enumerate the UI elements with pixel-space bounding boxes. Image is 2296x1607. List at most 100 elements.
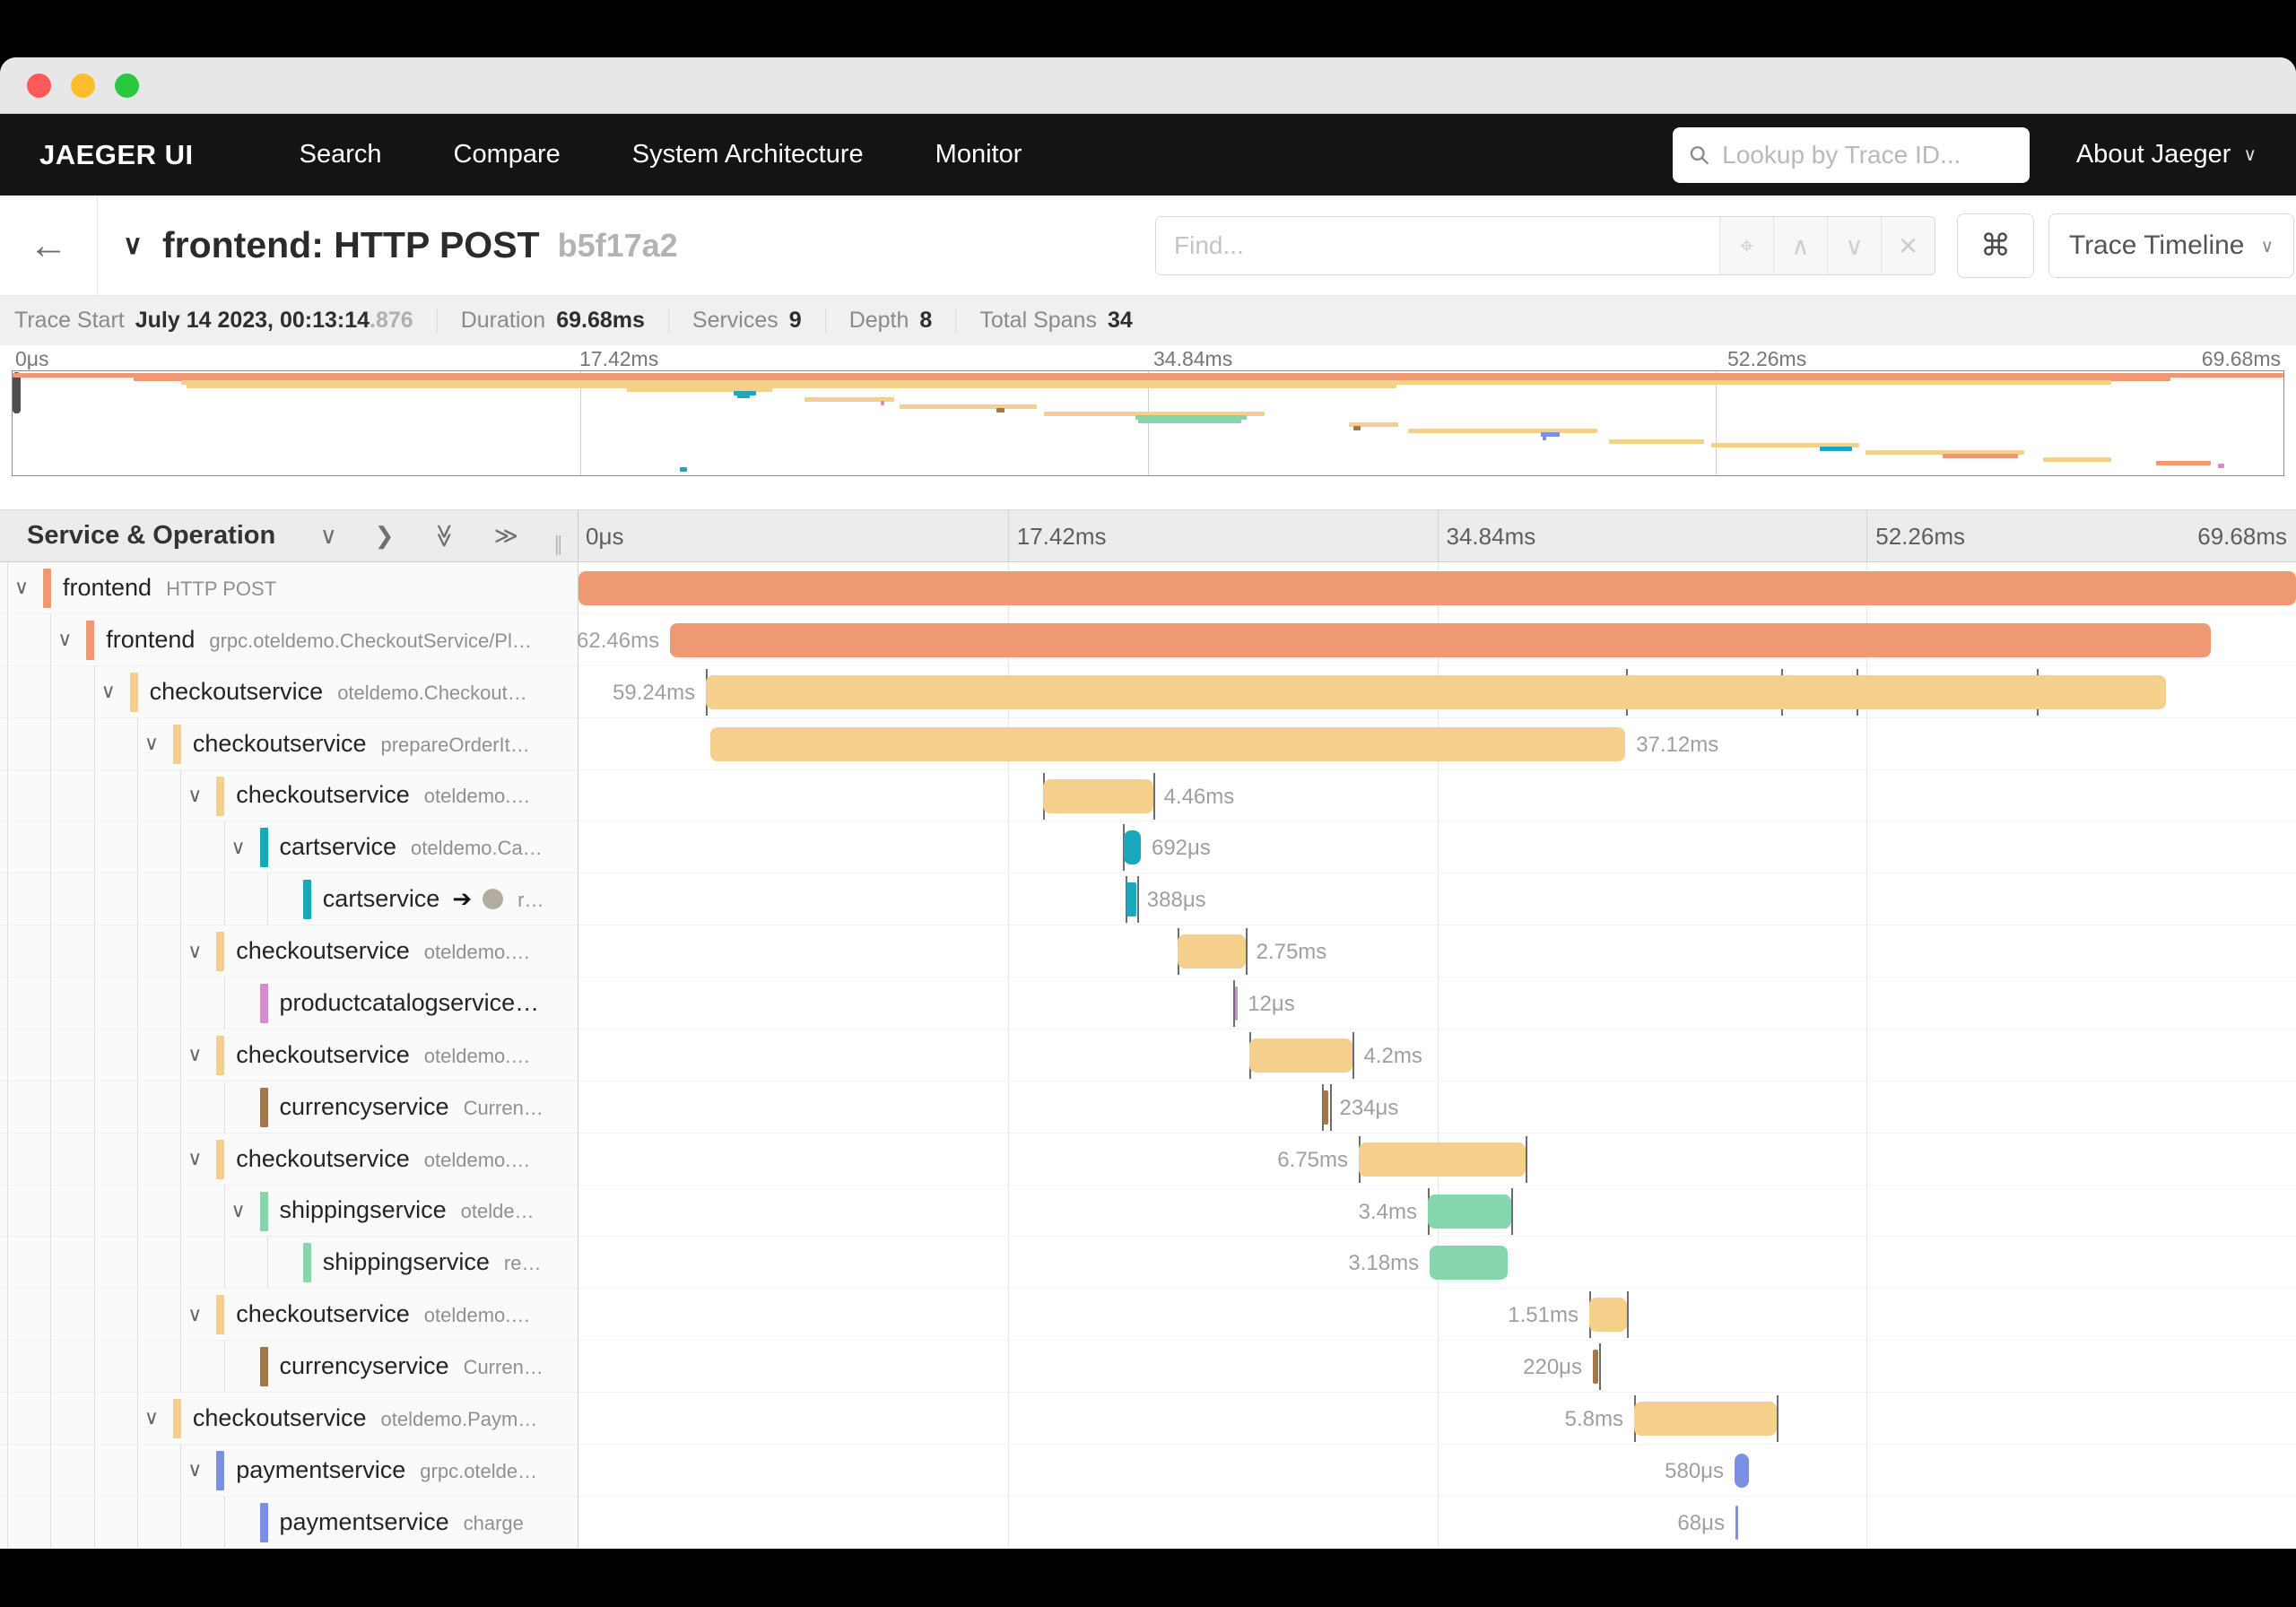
span-tree-item[interactable]: ∨ checkoutservice oteldemo.… [0,1029,578,1081]
jaeger-logo[interactable]: JAEGER UI [39,138,194,170]
span-bar[interactable] [1248,1038,1353,1073]
span-bar[interactable] [1592,1350,1599,1385]
span-timeline-cell: 6.75ms [578,1134,2296,1186]
collapse-children-chevron-icon[interactable]: ∨ [57,628,73,651]
nav-item-search[interactable]: Search [299,140,382,169]
collapse-children-chevron-icon[interactable]: ∨ [100,680,116,703]
timeline-tick-label: 0μs [586,523,624,550]
next-match-button[interactable]: ∨ [1827,217,1881,274]
collapse-children-chevron-icon[interactable]: ∨ [187,783,203,806]
span-tree-item[interactable]: ∨ checkoutservice oteldemo.… [0,1133,578,1186]
span-bar[interactable] [1124,830,1141,865]
span-tree-item[interactable]: ∨ shippingservice otelde… [0,1185,578,1238]
span-tree-item[interactable]: shippingservice re… [0,1237,578,1290]
span-timeline-cell: 59.24ms [578,666,2296,718]
collapse-children-chevron-icon[interactable]: ∨ [14,576,30,599]
expand-all-icon[interactable]: ≫ [493,522,518,549]
span-tree-item[interactable]: currencyservice Curren… [0,1341,578,1393]
span-tree-item[interactable]: ∨ checkoutservice oteldemo.… [0,1289,578,1342]
span-bar[interactable] [706,674,2166,709]
timeline-header-ruler: 0μs 17.42ms 34.84ms 52.26ms 69.68ms [578,510,2296,561]
minimap-gridline [1716,371,1717,475]
span-bar[interactable] [1177,934,1246,969]
span-bar[interactable] [670,622,2211,657]
span-timeline-cell: 220μs [578,1341,2296,1393]
minimap-tick-label: 17.42ms [579,347,659,370]
back-arrow-icon[interactable]: ← [29,222,68,267]
span-bar[interactable] [1234,986,1238,1021]
span-bar[interactable] [578,571,2296,605]
trace-view-selector[interactable]: Trace Timeline ∨ [2048,213,2294,278]
span-duration-label: 4.46ms [1163,784,1235,809]
expand-one-icon[interactable]: ❯ [374,522,395,549]
column-resize-handle[interactable]: ∥ [553,533,565,555]
span-bar[interactable] [1588,1298,1627,1333]
collapse-children-chevron-icon[interactable]: ∨ [187,1043,203,1066]
collapse-children-chevron-icon[interactable]: ∨ [144,732,159,755]
service-name: cartservice [322,885,440,913]
keyboard-shortcuts-button[interactable]: ⌘ [1957,213,2034,278]
collapse-trace-chevron-icon[interactable]: ∨ [123,230,143,260]
span-tree-item[interactable]: ∨ checkoutservice prepareOrderIt… [0,717,578,770]
tree-indent-guide [50,665,52,717]
collapse-children-chevron-icon[interactable]: ∨ [187,1458,203,1481]
about-jaeger-menu[interactable]: About Jaeger ∨ [2075,140,2257,169]
span-bar[interactable] [710,726,1626,761]
span-tree-item[interactable]: ∨ frontend grpc.oteldemo.CheckoutService/P… [0,613,578,666]
minimap-scrubber-handle[interactable] [13,372,21,413]
minimap-span-line [1710,443,1859,447]
span-tree-item[interactable]: ∨ checkoutservice oteldemo.Checkout… [0,665,578,718]
trace-stat-total-spans: Total Spans 34 [979,308,1133,333]
span-duration-label: 580μs [1665,1458,1724,1483]
collapse-children-chevron-icon[interactable]: ∨ [230,1198,246,1221]
span-tree-item[interactable]: paymentservice charge [0,1496,578,1549]
nav-item-monitor[interactable]: Monitor [935,140,1022,169]
span-tree-item[interactable]: ∨ frontend HTTP POST [0,562,578,614]
nav-item-compare[interactable]: Compare [453,140,561,169]
service-color-bar [259,1502,268,1542]
collapse-children-chevron-icon[interactable]: ∨ [144,1406,159,1429]
collapse-one-icon[interactable]: ∨ [319,522,337,549]
span-tree-item[interactable]: ∨ checkoutservice oteldemo.Paym… [0,1393,578,1445]
span-tree-item[interactable]: ∨ checkoutservice oteldemo.… [0,769,578,822]
prev-match-button[interactable]: ∧ [1773,217,1827,274]
tree-indent-guide [180,1029,182,1081]
trace-minimap[interactable] [12,370,2284,476]
span-bar[interactable] [1734,1453,1749,1488]
close-window-button[interactable] [27,73,51,98]
span-tree-item[interactable]: productcatalogservice… [0,977,578,1029]
span-tree-item[interactable]: ∨ checkoutservice oteldemo.… [0,925,578,977]
collapse-children-chevron-icon[interactable]: ∨ [187,1302,203,1325]
trace-id-search-input[interactable] [1722,140,2013,169]
trace-id-search-box[interactable] [1672,126,2030,183]
service-color-bar [259,828,268,868]
span-bar[interactable] [1322,1090,1329,1125]
tree-indent-guide [223,1341,225,1392]
tree-indent-guide [136,1081,138,1133]
span-tree-item[interactable]: currencyservice Curren… [0,1081,578,1134]
minimap-span-line [2042,456,2111,462]
find-input[interactable] [1156,217,1719,274]
minimize-window-button[interactable] [71,73,95,98]
collapse-children-chevron-icon[interactable]: ∨ [187,1147,203,1170]
focus-match-button[interactable]: ⌖ [1719,217,1773,274]
span-tree-item[interactable]: ∨ cartservice oteldemo.Ca… [0,821,578,874]
span-tree-item[interactable]: ∨ paymentservice grpc.otelde… [0,1444,578,1497]
collapse-children-chevron-icon[interactable]: ∨ [230,835,246,858]
clear-find-button[interactable]: ✕ [1881,217,1935,274]
collapse-all-icon[interactable]: ≫ [430,523,458,549]
trace-id: b5f17a2 [557,226,678,264]
span-bar[interactable] [1633,1402,1778,1436]
span-bar[interactable] [1358,1142,1526,1177]
span-bar[interactable] [1735,1505,1738,1540]
collapse-children-chevron-icon[interactable]: ∨ [187,939,203,962]
nav-item-system-architecture[interactable]: System Architecture [631,140,864,169]
zoom-window-button[interactable] [115,73,139,98]
span-bar[interactable] [1043,778,1153,813]
span-bar[interactable] [1126,882,1136,917]
span-tree-item[interactable]: cartservice ➔ r… [0,873,578,926]
span-bar[interactable] [1430,1246,1509,1281]
service-color-bar [259,1347,268,1387]
span-boundary-tick [1525,1135,1527,1183]
span-bar[interactable] [1427,1194,1512,1229]
